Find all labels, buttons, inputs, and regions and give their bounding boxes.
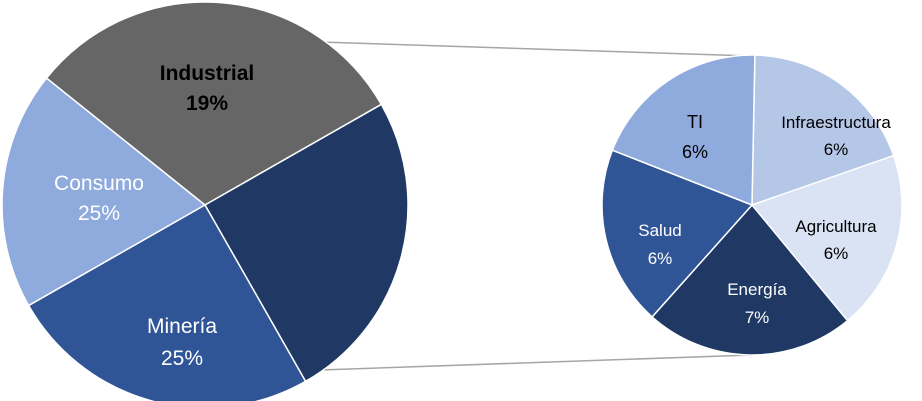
secondary-slice-value: 6% [682,142,708,162]
main-slice-industrial [1,77,207,307]
secondary-slice-label: Agricultura [795,217,877,236]
secondary-slice-energia [651,203,849,356]
secondary-slice-label: Infraestructura [781,113,891,132]
main-slice-value: 19% [186,92,228,115]
secondary-slice-label: TI [687,112,703,132]
secondary-slice-label: Salud [638,221,681,240]
connector-lines [319,41,753,371]
connector-line-bottom [319,354,753,371]
secondary-slice-value: 6% [824,140,849,159]
secondary-slice-value: 6% [648,249,673,268]
main-pie [1,1,409,401]
main-pie-labels: Industrial 19% Minería 25% Consumo 25% [54,62,254,370]
main-slice-mineria [203,103,409,383]
secondary-pie [601,54,903,356]
main-slice-label: Consumo [54,172,144,195]
secondary-slice-salud [601,149,754,318]
secondary-slice-value: 7% [745,308,770,327]
secondary-slice-value: 6% [824,244,849,263]
secondary-slice-label: Energía [727,280,787,299]
main-slice-value: 25% [161,347,203,370]
main-slice-label: Industrial [160,62,255,85]
main-slice-value: 25% [78,202,120,225]
secondary-slice-ti [611,54,756,207]
main-slice-other [45,1,383,206]
secondary-pie-labels: Infraestructura 6% Agricultura 6% Energía 7% S… [638,112,891,327]
connector-line-top [319,41,753,57]
main-slice-label: Minería [147,315,217,338]
secondary-slice-agricultura [750,154,903,322]
